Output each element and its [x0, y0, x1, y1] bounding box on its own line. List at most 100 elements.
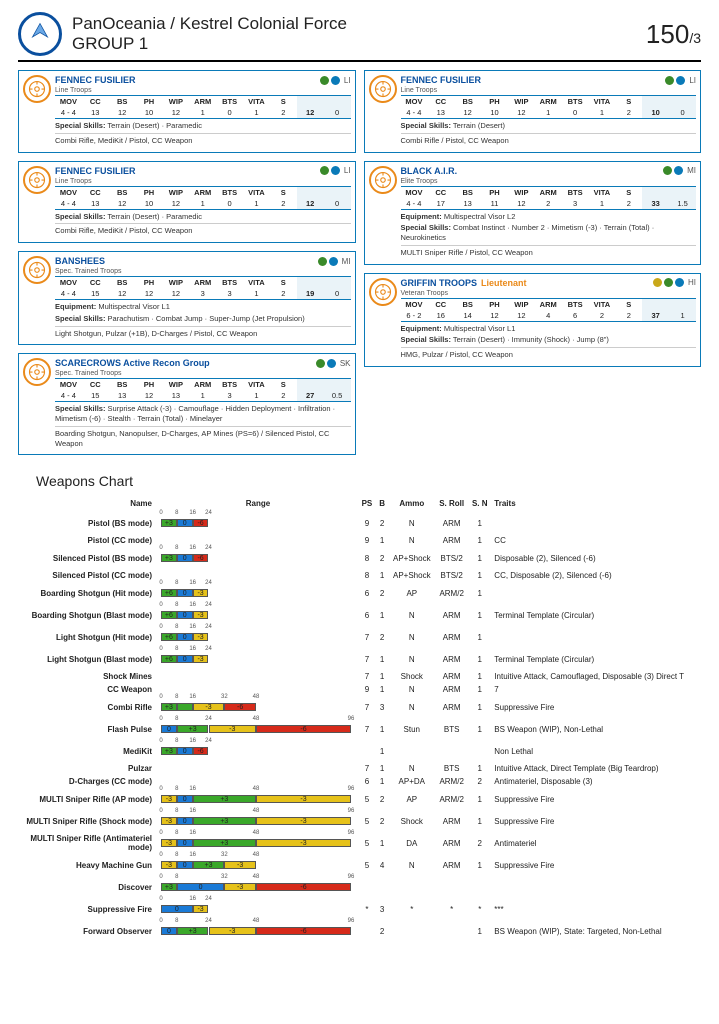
unit-card: FENNEC FUSILIER LI Line Troops MOVCCBSPH… [18, 161, 356, 244]
weapon-traits: CC [491, 534, 701, 547]
faction-name: PanOceania / Kestrel Colonial Force [72, 14, 646, 34]
range-segment: 0 [161, 725, 177, 733]
order-dot [653, 278, 662, 287]
unit-icon [369, 166, 397, 194]
range-segment: 0 [177, 861, 193, 869]
unit-icon [369, 75, 397, 103]
range-segment: 0 [177, 655, 193, 663]
range-segment: 0 [177, 795, 193, 803]
unit-card: BANSHEES MI Spec. Trained Troops MOVCCBS… [18, 251, 356, 345]
weapon-name: CC Weapon [18, 683, 158, 696]
weapon-traits: BS Weapon (WIP), State: Targeted, Non-Le… [491, 920, 701, 942]
weapon-row: Pistol (CC mode) 91NARM1 CC [18, 534, 701, 547]
weapon-name: D-Charges (CC mode) [18, 775, 158, 788]
weapon-name: Light Shotgun (Hit mode) [18, 626, 158, 648]
range-segment: 0 [177, 554, 193, 562]
range-segment: -3 [256, 795, 351, 803]
weapon-name: Shock Mines [18, 670, 158, 683]
weapons-table: NameRangePSBAmmoS. RollS. NTraits Pistol… [18, 495, 701, 942]
troop-class: Line Troops [401, 87, 697, 94]
weapon-name: Pulzar [18, 762, 158, 775]
range-segment [177, 703, 193, 711]
order-dot [320, 76, 329, 85]
weapon-row: MULTI Sniper Rifle (Shock mode) -30+3-30… [18, 810, 701, 832]
range-segment: -3 [161, 839, 177, 847]
range-segment: +3 [161, 554, 177, 562]
unit-type: LI [344, 76, 351, 85]
troop-class: Veteran Troops [401, 290, 697, 297]
weapon-row: MULTI Sniper Rifle (Antimateriel mode) -… [18, 832, 701, 854]
weapon-row: Light Shotgun (Blast mode) +60-3081624 7… [18, 648, 701, 670]
weapon-traits [491, 626, 701, 648]
weapon-traits: Intuitive Attack, Camouflaged, Disposabl… [491, 670, 701, 683]
weapon-row: Silenced Pistol (BS mode) +30-6081624 82… [18, 547, 701, 569]
weapon-name: Discover [18, 876, 158, 898]
order-dot [665, 76, 674, 85]
range-segment: 0 [177, 747, 193, 755]
unit-column-right: FENNEC FUSILIER LI Line Troops MOVCCBSPH… [364, 70, 702, 455]
order-dot [331, 76, 340, 85]
unit-detail-line: Combi Rifle, MediKit / Pistol, CC Weapon [55, 226, 351, 236]
unit-name: BANSHEES [55, 256, 105, 266]
range-segment: -3 [193, 655, 209, 663]
order-dot [320, 166, 329, 175]
unit-detail-line: Equipment: Multispectral Visor L2 [401, 212, 697, 222]
weapon-row: Discover +30-3-608324896 [18, 876, 701, 898]
unit-name: FENNEC FUSILIER [55, 166, 136, 176]
unit-name: FENNEC FUSILIER [401, 75, 482, 85]
unit-icon [23, 256, 51, 284]
range-segment: -6 [193, 519, 209, 527]
page-header: PanOceania / Kestrel Colonial Force GROU… [18, 12, 701, 62]
unit-detail-line: HMG, Pulzar / Pistol, CC Weapon [401, 350, 697, 360]
range-bar: -30+3-308164896 [161, 814, 351, 828]
range-bar: +60-3081624 [161, 630, 351, 644]
unit-detail-line: Special Skills: Terrain (Desert) · Param… [55, 121, 351, 131]
unit-type: HI [688, 278, 696, 287]
range-bar: -30+3-308164896 [161, 792, 351, 806]
range-segment: -3 [161, 795, 177, 803]
range-segment: 0 [177, 611, 193, 619]
range-segment: -6 [193, 554, 209, 562]
range-segment: 0 [177, 589, 193, 597]
range-bar: +30-3-608324896 [161, 880, 351, 894]
order-dot [675, 278, 684, 287]
range-segment: +6 [161, 633, 177, 641]
range-segment: +3 [177, 927, 209, 935]
order-dot [329, 257, 338, 266]
range-bar: +60-3081624 [161, 608, 351, 622]
range-segment: +3 [193, 817, 256, 825]
weapon-traits: Terminal Template (Circular) [491, 648, 701, 670]
order-dot [676, 76, 685, 85]
weapon-traits [491, 582, 701, 604]
weapon-name: Boarding Shotgun (Blast mode) [18, 604, 158, 626]
weapon-row: Shock Mines 71ShockARM1 Intuitive Attack… [18, 670, 701, 683]
weapon-traits: Terminal Template (Circular) [491, 604, 701, 626]
order-dot [664, 278, 673, 287]
order-dot [327, 359, 336, 368]
unit-detail-line: Special Skills: Terrain (Desert) · Immun… [401, 335, 697, 345]
range-bar: -30+3-308163248 [161, 858, 351, 872]
range-segment: -3 [209, 927, 257, 935]
group-name: GROUP 1 [72, 34, 646, 54]
range-bar: 0+3-3-608244896 [161, 722, 351, 736]
unit-type: MI [342, 257, 351, 266]
points-total: 150/3 [646, 19, 701, 50]
range-segment: -6 [224, 703, 256, 711]
weapon-row: Flash Pulse 0+3-3-608244896 71StunBTS1 B… [18, 718, 701, 740]
range-bar: +30-6081624 [161, 744, 351, 758]
unit-detail-line: Equipment: Multispectral Visor L1 [55, 302, 351, 312]
unit-type: LI [344, 166, 351, 175]
range-bar: 0+3-3-608244896 [161, 924, 351, 938]
range-segment: +3 [193, 861, 225, 869]
unit-type: SK [340, 359, 351, 368]
unit-name: BLACK A.I.R. [401, 166, 458, 176]
weapon-row: Light Shotgun (Hit mode) +60-3081624 72N… [18, 626, 701, 648]
unit-detail-line: Combi Rifle, MediKit / Pistol, CC Weapon [55, 136, 351, 146]
range-bar: +30-6081624 [161, 551, 351, 565]
weapon-traits: Antimateriel [491, 832, 701, 854]
range-segment: -6 [193, 747, 209, 755]
range-segment: 0 [177, 519, 193, 527]
weapon-traits: CC, Disposable (2), Silenced (-6) [491, 569, 701, 582]
weapon-row: Suppressive Fire 0-301624 *3*** *** [18, 898, 701, 920]
troop-class: Spec. Trained Troops [55, 370, 351, 377]
